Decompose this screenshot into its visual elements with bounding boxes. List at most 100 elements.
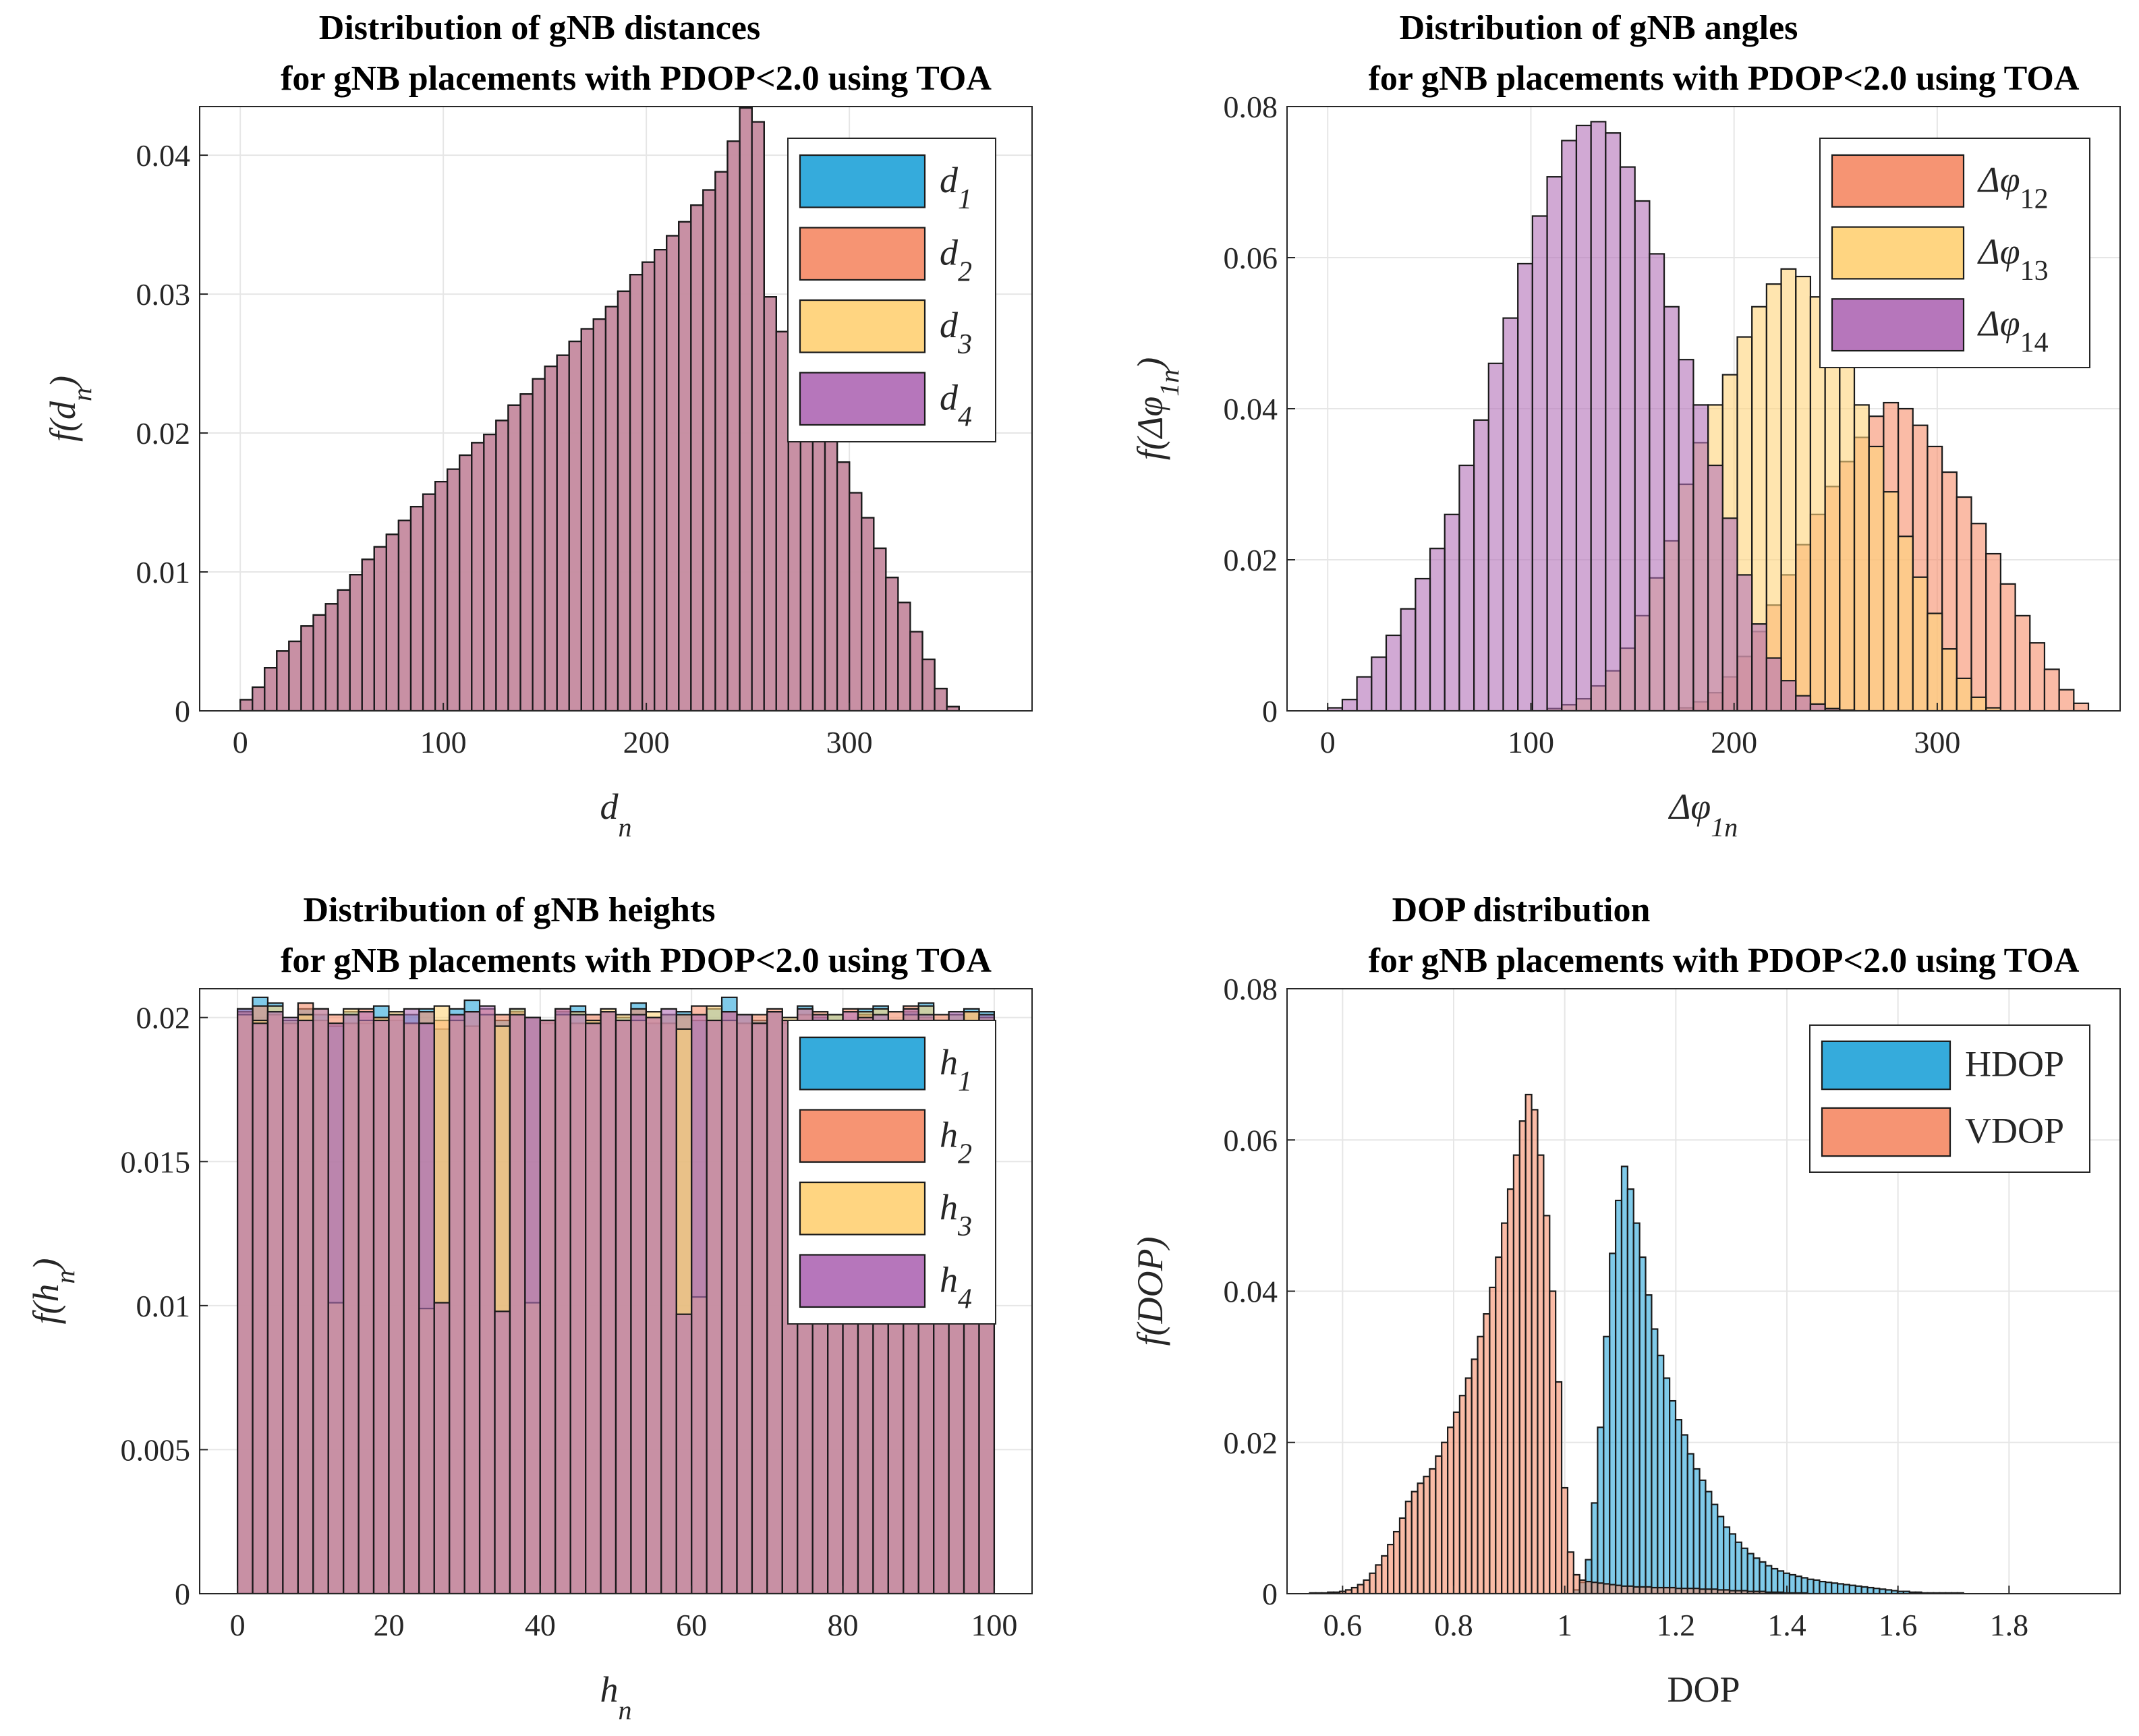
bar	[824, 436, 838, 711]
bar	[1780, 268, 1797, 711]
y-tick-label: 0.06	[1224, 1123, 1278, 1157]
bar	[1765, 1565, 1773, 1594]
bar	[1591, 1582, 1599, 1594]
bar	[736, 1014, 753, 1594]
bar	[1657, 1586, 1665, 1594]
bar	[1970, 696, 1987, 711]
bar	[1444, 513, 1460, 711]
bar	[1609, 1584, 1617, 1594]
bar	[312, 614, 326, 711]
bar	[1836, 1583, 1845, 1594]
bar	[1555, 1381, 1563, 1594]
bar	[1674, 1419, 1682, 1594]
bar	[509, 1014, 526, 1594]
bar	[675, 1313, 693, 1594]
x-tick-label: 100	[420, 725, 467, 759]
y-tick-label: 0.01	[136, 555, 191, 589]
bar	[276, 650, 290, 711]
bar	[1707, 464, 1723, 711]
series-d4-bars	[239, 107, 960, 711]
x-tick-label: 0	[233, 725, 248, 759]
x-axis-label: hn	[600, 1669, 632, 1725]
bar	[1341, 699, 1358, 711]
bar	[1495, 1256, 1503, 1594]
bar	[1711, 1503, 1719, 1594]
y-axis-label: f(dn)	[42, 376, 97, 442]
x-tick-label: 200	[623, 725, 670, 759]
bar	[654, 249, 668, 711]
y-axis-label-main: f(d	[42, 401, 83, 442]
bar	[706, 1019, 723, 1594]
bar	[1381, 1555, 1389, 1594]
bar	[1435, 1455, 1443, 1594]
bar	[1566, 1551, 1574, 1594]
x-tick-label: 300	[1914, 725, 1960, 759]
bar	[1873, 1588, 1881, 1594]
bar	[1657, 1354, 1665, 1594]
bar	[1626, 1585, 1634, 1594]
legend-label: h3	[940, 1187, 972, 1242]
legend-label-subscript: 3	[957, 329, 972, 360]
bar	[568, 341, 582, 711]
bar	[1736, 574, 1753, 711]
chart-angles: 0 100 200 300 0 0.02 0.04 0.06 0.08 Distribution …	[1130, 9, 2121, 842]
bar	[2029, 642, 2046, 711]
bar	[1883, 491, 1900, 711]
bar	[1605, 132, 1622, 711]
x-tick-label: 100	[1508, 725, 1554, 759]
x-tick-label: 1.8	[1990, 1608, 2029, 1642]
bar	[266, 1011, 284, 1594]
bar	[702, 189, 716, 711]
bar	[1717, 1515, 1725, 1594]
bar	[1839, 362, 1856, 711]
chart-title-line1: Distribution of gNB distances	[319, 9, 760, 47]
bar	[1794, 1575, 1802, 1594]
bar	[1692, 404, 1709, 711]
bar	[449, 1014, 465, 1594]
bar	[1711, 1588, 1719, 1594]
legend-label: d1	[940, 160, 972, 215]
bar	[592, 318, 607, 711]
legend-label: d2	[940, 232, 972, 287]
bar	[1471, 1358, 1479, 1594]
bar	[720, 1011, 738, 1594]
y-tick-label: 0.01	[136, 1289, 191, 1323]
bar	[507, 404, 521, 711]
bar	[1585, 1580, 1593, 1594]
bar	[264, 667, 278, 711]
legend: HDOP VDOP	[1809, 1024, 2090, 1173]
legend-label: h2	[940, 1114, 972, 1169]
bar	[312, 1008, 329, 1594]
legend-label-main: d	[940, 160, 959, 200]
bar	[617, 290, 631, 711]
bar	[630, 1014, 647, 1594]
bar	[1645, 1294, 1653, 1594]
bar	[1728, 1533, 1737, 1594]
x-tick-label: 40	[525, 1608, 556, 1642]
bar	[1620, 1165, 1628, 1594]
x-axis-label: dn	[600, 786, 632, 842]
bar	[1620, 1585, 1628, 1594]
bar	[1597, 1426, 1605, 1594]
legend-label: Δφ14	[1977, 303, 2049, 359]
bar	[1686, 1588, 1694, 1594]
bar	[1795, 695, 1812, 711]
bar	[239, 699, 254, 711]
y-tick-label: 0.08	[1224, 972, 1278, 1006]
y-tick-label: 0.02	[136, 416, 191, 451]
x-axis-label: Δφ1n	[1668, 786, 1738, 842]
bar	[615, 1019, 632, 1594]
bar	[1518, 1120, 1527, 1594]
bar	[1350, 1586, 1359, 1594]
chart-title-line1: Distribution of gNB heights	[303, 891, 715, 929]
bar	[1429, 548, 1446, 711]
legend-label: Δφ12	[1977, 159, 2049, 214]
legend-label: VDOP	[1965, 1111, 2064, 1151]
bar	[288, 640, 302, 711]
bar	[1825, 1582, 1833, 1594]
bar	[358, 1011, 375, 1594]
bar	[434, 481, 449, 711]
legend-label-main: h	[940, 1042, 958, 1082]
bar	[1824, 328, 1841, 711]
bar	[1452, 1411, 1460, 1594]
